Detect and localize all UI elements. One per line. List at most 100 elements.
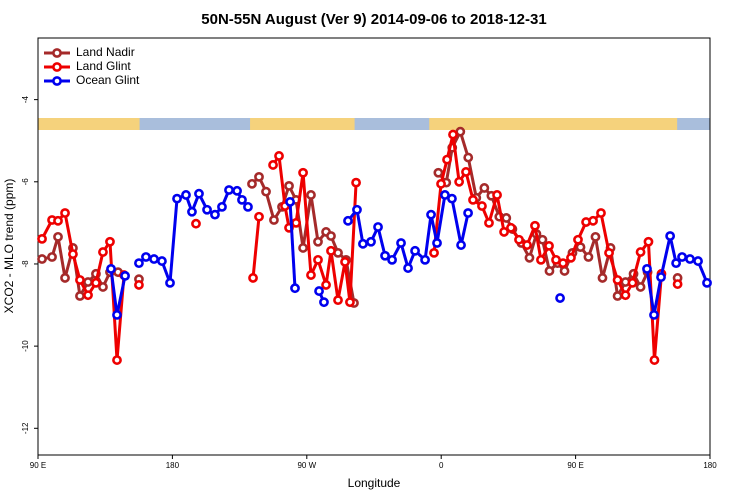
data-point — [463, 208, 473, 218]
data-point — [68, 249, 78, 260]
y-tick-label: -6 — [21, 178, 30, 186]
data-point — [477, 201, 487, 211]
data-point — [643, 236, 654, 247]
data-point — [194, 188, 204, 199]
data-point — [120, 270, 130, 281]
data-point — [141, 252, 151, 262]
data-point — [53, 215, 63, 226]
data-point — [247, 178, 257, 189]
data-point — [191, 218, 201, 229]
data-point — [429, 247, 439, 258]
data-point — [366, 236, 376, 247]
data-point — [351, 177, 361, 188]
data-point — [426, 209, 436, 220]
data-point — [112, 310, 122, 320]
data-point — [75, 275, 85, 285]
data-point — [269, 215, 279, 225]
data-point — [432, 238, 442, 248]
data-point — [313, 236, 323, 247]
data-point — [112, 355, 122, 365]
data-point — [635, 247, 646, 257]
data-point — [134, 280, 144, 290]
data-point — [454, 176, 465, 187]
x-tick-label: 180 — [703, 461, 717, 470]
data-point — [685, 254, 695, 264]
legend-label: Land Nadir — [76, 45, 135, 59]
data-point — [555, 293, 565, 303]
data-point — [461, 167, 471, 177]
data-point — [479, 183, 490, 193]
data-point — [522, 240, 532, 250]
data-point — [420, 254, 430, 265]
x-tick-label: 90 E — [30, 461, 46, 470]
data-point — [677, 252, 687, 262]
map-strip — [38, 118, 710, 130]
data-point — [217, 201, 227, 212]
legend-marker — [52, 76, 62, 86]
y-tick-label: -10 — [21, 340, 30, 352]
legend-label: Land Glint — [76, 59, 131, 73]
series-line — [251, 216, 261, 279]
data-point — [345, 297, 355, 308]
legend-marker — [52, 48, 62, 58]
data-point — [224, 185, 234, 195]
data-point — [98, 247, 108, 257]
series-line — [288, 201, 297, 289]
data-point — [583, 252, 594, 262]
data-point — [306, 190, 316, 200]
data-point — [326, 245, 336, 256]
data-point — [524, 252, 535, 263]
data-point — [436, 178, 446, 189]
data-point — [635, 282, 646, 292]
x-tick-label: 90 W — [297, 461, 316, 470]
data-point — [702, 277, 712, 288]
data-point — [83, 277, 93, 287]
data-point — [403, 263, 413, 273]
data-point — [590, 231, 601, 242]
data-point — [693, 256, 703, 266]
data-point — [83, 290, 93, 301]
data-point — [60, 273, 70, 283]
data-point — [604, 247, 614, 258]
data-point — [642, 263, 652, 274]
data-point — [306, 270, 316, 280]
x-tick-label: 0 — [439, 461, 444, 470]
x-axis-label: Longitude — [348, 476, 401, 490]
data-point — [649, 310, 659, 320]
data-point — [620, 290, 631, 301]
chart-title: 50N-55N August (Ver 9) 2014-09-06 to 201… — [201, 11, 546, 28]
data-point — [380, 250, 390, 261]
data-point — [187, 206, 197, 217]
data-point — [149, 254, 159, 264]
data-point — [448, 129, 458, 140]
data-point — [387, 254, 397, 265]
data-point — [573, 234, 583, 245]
data-point — [47, 252, 57, 262]
data-point — [544, 266, 555, 276]
data-point — [627, 277, 638, 288]
data-point — [313, 254, 323, 265]
data-point — [298, 243, 308, 253]
data-point — [612, 275, 623, 285]
data-point — [656, 272, 666, 283]
data-point — [268, 160, 278, 170]
data-point — [596, 208, 606, 218]
data-point — [75, 291, 85, 301]
x-tick-label: 180 — [166, 461, 180, 470]
y-tick-label: -12 — [21, 422, 30, 434]
data-point — [597, 273, 608, 283]
data-point — [298, 167, 308, 178]
data-point — [157, 256, 167, 266]
data-point — [484, 217, 494, 228]
data-point — [649, 355, 660, 365]
data-point — [373, 222, 383, 232]
data-point — [559, 266, 570, 276]
data-point — [290, 283, 300, 294]
data-point — [468, 194, 478, 205]
data-point — [340, 257, 350, 267]
data-point — [456, 240, 466, 250]
data-point — [326, 231, 336, 241]
data-point — [291, 217, 301, 228]
